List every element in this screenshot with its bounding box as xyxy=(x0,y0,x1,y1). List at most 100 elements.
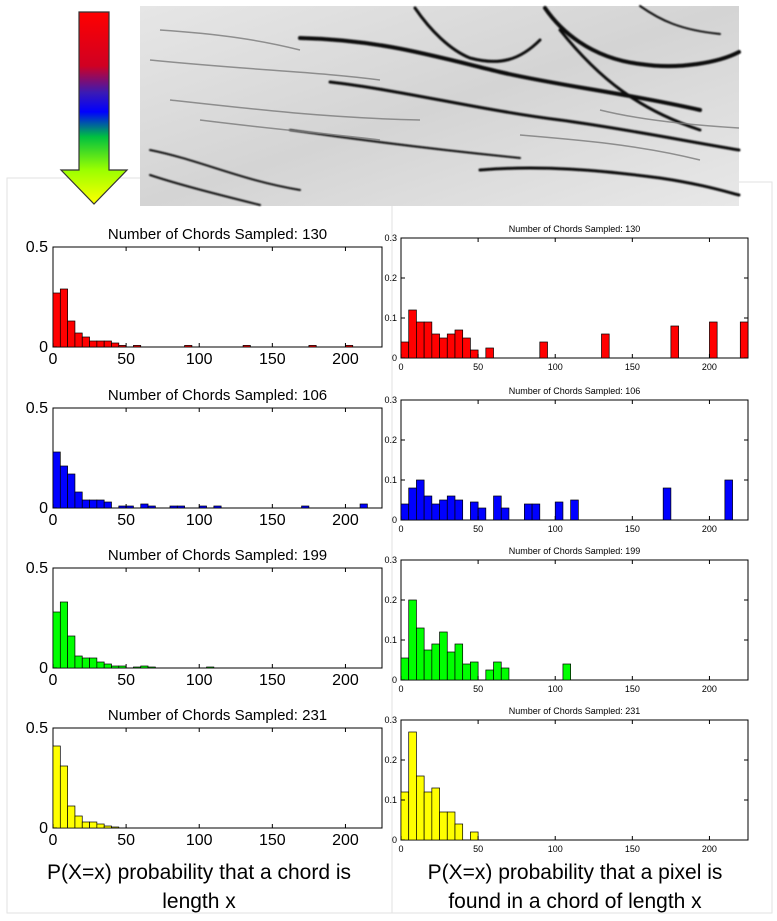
y-tick-label: 0.5 xyxy=(26,239,48,256)
chart-right-3: Number of Chords Sampled: 199 0 50 100 150 20… xyxy=(384,546,749,694)
bar xyxy=(308,345,317,348)
bar xyxy=(301,505,310,509)
bar xyxy=(400,791,410,841)
x-tick-label: 100 xyxy=(186,832,213,849)
bar xyxy=(462,663,471,681)
x-tick-label: 0 xyxy=(49,512,58,529)
x-tick-label: 150 xyxy=(625,524,640,534)
bar xyxy=(96,823,105,829)
chart-title: Number of Chords Sampled: 130 xyxy=(509,224,641,234)
y-tick-label: 0.1 xyxy=(384,475,397,485)
bar xyxy=(446,811,456,841)
bar xyxy=(562,663,571,681)
chart-right-2: Number of Chords Sampled: 106 0 50 100 150 20… xyxy=(384,386,749,534)
bar xyxy=(89,821,98,829)
bar xyxy=(670,325,679,359)
y-tick-label: 0.1 xyxy=(384,635,397,645)
bar xyxy=(59,765,68,829)
y-tick-label: 0 xyxy=(392,353,397,363)
plot-area xyxy=(400,719,749,841)
bar xyxy=(133,666,142,669)
chart-right-4: Number of Chords Sampled: 231 0 50 100 150 20… xyxy=(384,706,749,854)
x-tick-label: 0 xyxy=(398,362,403,372)
x-tick-label: 100 xyxy=(186,672,213,689)
x-tick-label: 0 xyxy=(49,672,58,689)
bar xyxy=(96,340,105,348)
bar xyxy=(439,499,448,521)
bar xyxy=(213,505,222,509)
bar xyxy=(724,479,733,521)
y-tick-label: 0 xyxy=(39,820,48,837)
micrograph-image xyxy=(140,5,741,206)
bar xyxy=(539,341,548,359)
bar xyxy=(531,503,541,521)
bar xyxy=(89,499,98,509)
y-tick-label: 0.3 xyxy=(384,555,397,565)
x-tick-label: 50 xyxy=(473,524,483,534)
chart-left-4: Number of Chords Sampled: 231 0 50 100 150 20… xyxy=(26,707,383,849)
bar xyxy=(147,666,156,669)
x-tick-label: 0 xyxy=(49,351,58,368)
bar xyxy=(111,665,120,669)
bar xyxy=(400,341,410,359)
x-tick-label: 150 xyxy=(625,362,640,372)
bar xyxy=(423,321,433,359)
chart-title: Number of Chords Sampled: 106 xyxy=(108,387,327,404)
x-tick-label: 0 xyxy=(49,832,58,849)
bar xyxy=(118,505,127,509)
x-tick-label: 200 xyxy=(702,362,717,372)
bar xyxy=(52,292,61,348)
x-tick-label: 50 xyxy=(117,512,135,529)
bar xyxy=(147,505,156,509)
bar xyxy=(118,665,127,669)
bar xyxy=(500,667,510,681)
bar xyxy=(103,663,112,669)
x-tick-label: 50 xyxy=(117,351,135,368)
bar xyxy=(431,643,440,681)
x-tick-label: 100 xyxy=(548,524,563,534)
bar xyxy=(416,775,425,841)
bar xyxy=(431,503,440,521)
bar xyxy=(477,507,487,521)
y-tick-label: 0 xyxy=(392,835,397,845)
bar xyxy=(431,787,440,841)
bar xyxy=(739,321,749,359)
bar xyxy=(89,657,98,669)
y-tick-label: 0.3 xyxy=(384,233,397,243)
y-tick-label: 0.3 xyxy=(384,395,397,405)
chart-left-3: Number of Chords Sampled: 199 0 50 100 150 20… xyxy=(26,547,383,689)
chart-title: Number of Chords Sampled: 130 xyxy=(108,226,327,243)
x-tick-label: 50 xyxy=(473,684,483,694)
x-tick-label: 0 xyxy=(398,844,403,854)
x-tick-label: 150 xyxy=(625,844,640,854)
bar xyxy=(485,347,494,359)
x-tick-label: 50 xyxy=(473,362,483,372)
right-caption-line2: found in a chord of length x xyxy=(448,890,702,913)
y-tick-label: 0.5 xyxy=(26,720,48,737)
x-tick-label: 0 xyxy=(398,524,403,534)
bar xyxy=(446,333,456,359)
bar xyxy=(103,825,112,829)
x-tick-label: 150 xyxy=(259,832,286,849)
x-tick-label: 50 xyxy=(117,672,135,689)
color-scale-arrow xyxy=(59,11,129,205)
y-tick-label: 0.2 xyxy=(384,595,397,605)
bar xyxy=(454,643,464,681)
bar xyxy=(89,340,98,348)
bar xyxy=(439,631,448,681)
bar xyxy=(140,503,149,509)
bar xyxy=(423,791,433,841)
bar xyxy=(500,507,510,521)
bar xyxy=(198,505,207,509)
bar xyxy=(67,320,76,348)
bar xyxy=(81,657,90,669)
bar xyxy=(67,473,76,509)
y-tick-label: 0.2 xyxy=(384,755,397,765)
bar xyxy=(408,731,417,841)
bar xyxy=(408,487,417,521)
bar xyxy=(470,349,479,359)
bar xyxy=(140,665,149,669)
bar xyxy=(709,321,718,359)
y-tick-label: 0 xyxy=(39,660,48,677)
